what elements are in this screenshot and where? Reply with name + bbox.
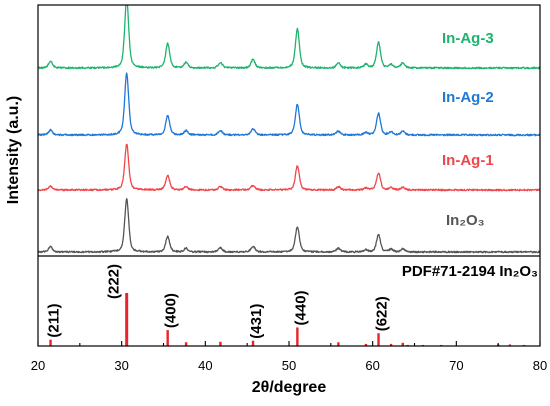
series-label-in-ag-1: In-Ag-1: [442, 152, 494, 169]
hkl-label: (622): [374, 296, 391, 331]
x-axis-ticks: [37, 341, 541, 346]
xrd-curves: [38, 5, 540, 254]
hkl-label: (440): [292, 290, 309, 325]
x-tick-label: 70: [449, 358, 463, 373]
series-label-in-ag-2: In-Ag-2: [442, 89, 494, 106]
hkl-labels: (211) (222) (400) (431) (440) (622): [46, 264, 391, 339]
hkl-label: (431): [248, 304, 265, 339]
series-label-in-ag-3: In-Ag-3: [442, 30, 494, 47]
hkl-label: (222): [106, 264, 123, 299]
y-axis-title: Intensity (a.u.): [5, 96, 22, 204]
series-label-in2o3: In₂O₃: [446, 212, 485, 229]
xrd-curve-in-ag-2: [38, 72, 540, 137]
hkl-label: (211): [46, 303, 63, 337]
hkl-label: (400): [163, 293, 180, 328]
x-tick-label: 20: [31, 358, 45, 373]
x-tick-label: 50: [282, 358, 296, 373]
xrd-curve-in-ag-3: [38, 5, 540, 70]
reference-label: PDF#71-2194 In₂O₃: [402, 263, 538, 280]
x-tick-label: 30: [114, 358, 128, 373]
x-tick-label: 40: [198, 358, 212, 373]
x-axis-tick-labels: 20 30 40 50 60 70 80: [31, 358, 547, 373]
x-axis-title: 2θ/degree: [252, 379, 327, 396]
xrd-curve-in-ag-1: [38, 143, 540, 192]
x-tick-label: 80: [533, 358, 547, 373]
xrd-curve-in2o3: [38, 198, 540, 254]
x-tick-label: 60: [365, 358, 379, 373]
